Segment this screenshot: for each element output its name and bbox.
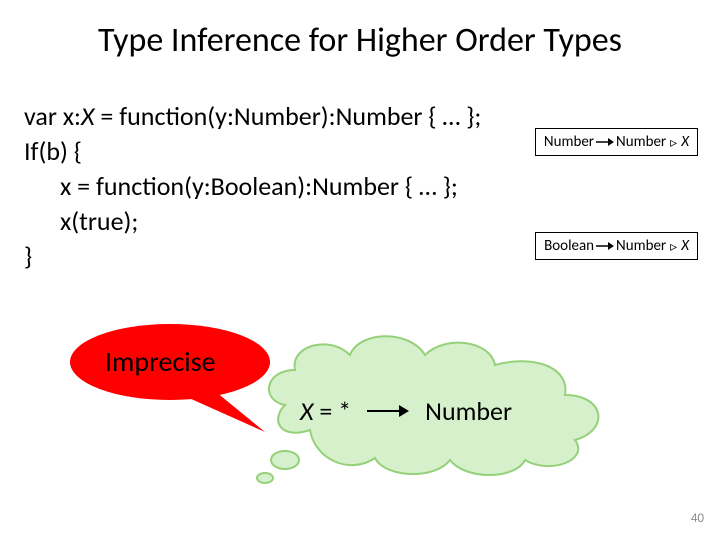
box-x: X bbox=[681, 133, 689, 151]
slide-title-wrap: Type Inference for Higher Order Types bbox=[0, 0, 720, 71]
type-box-1: Number Number ▹ X bbox=[535, 128, 698, 156]
box-x: X bbox=[681, 237, 689, 255]
cloud-text: X = * Number bbox=[300, 395, 512, 427]
type-box-2: Boolean Number ▹ X bbox=[535, 232, 698, 260]
cloud-x: X bbox=[300, 395, 314, 427]
code-text: = function(y:Number):Number { … }; bbox=[94, 100, 481, 132]
box-left: Boolean bbox=[544, 237, 594, 255]
triangle-icon: ▹ bbox=[668, 134, 679, 151]
arrow-icon bbox=[596, 137, 614, 147]
box-right: Number bbox=[616, 237, 666, 255]
arrow-icon bbox=[367, 403, 409, 419]
triangle-icon: ▹ bbox=[668, 238, 679, 255]
title-text-upper: Type Inference for Higher Order Types bbox=[98, 20, 622, 61]
slide-title: Type Inference for Higher Order Types bbox=[0, 0, 720, 71]
cloud-equation: X = * bbox=[300, 395, 351, 427]
speech-text: Imprecise bbox=[105, 344, 216, 379]
page-number: 40 bbox=[691, 511, 704, 526]
arrow-icon bbox=[596, 241, 614, 251]
code-text: x = function(y:Boolean):Number { … }; bbox=[24, 169, 458, 204]
thought-cloud: X = * Number bbox=[250, 310, 630, 490]
code-text: var x: bbox=[24, 100, 81, 132]
code-text: x(true); bbox=[24, 204, 138, 239]
code-line-3: x = function(y:Boolean):Number { … }; bbox=[24, 169, 696, 204]
cloud-result: Number bbox=[425, 395, 512, 427]
box-left: Number bbox=[544, 133, 594, 151]
box-right: Number bbox=[616, 133, 666, 151]
speech-bubble: Imprecise bbox=[60, 322, 290, 442]
code-italic-x: X bbox=[81, 100, 95, 132]
cloud-eq: = * bbox=[314, 395, 352, 427]
speech-shape-icon bbox=[60, 322, 290, 442]
